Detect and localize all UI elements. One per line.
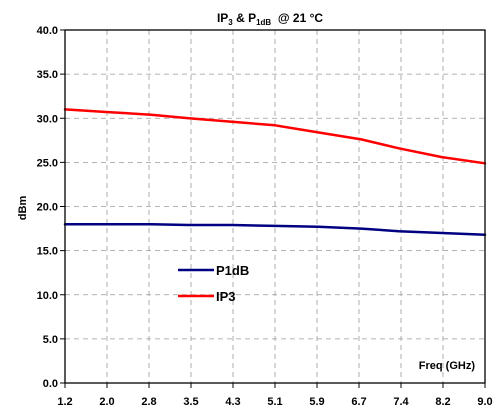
- x-tick-label: 4.3: [225, 396, 240, 408]
- grid: [65, 30, 485, 383]
- legend-label-p1db: P1dB: [216, 263, 249, 278]
- y-tick-label: 20.0: [37, 202, 58, 214]
- x-tick-label: 8.2: [435, 396, 450, 408]
- series-line-ip3: [63, 108, 487, 165]
- x-axis: 1.2 2.0 2.8 3.5 4.3 5.1 5.9 6.7 7.4 8.2 9.0: [57, 383, 493, 408]
- x-tick-label: 9.0: [477, 396, 492, 408]
- chart-title: IP3 & P1dB @ 21 °C: [217, 11, 323, 27]
- x-axis-title: Freq (GHz): [419, 360, 476, 372]
- x-tick-label: 3.5: [183, 396, 198, 408]
- y-axis-title: dBm: [17, 196, 29, 221]
- y-tick-label: 0.0: [43, 378, 58, 390]
- x-tick-label: 7.4: [393, 396, 409, 408]
- series-layer: [63, 108, 487, 236]
- y-tick-label: 30.0: [37, 113, 58, 125]
- y-tick-label: 35.0: [37, 69, 58, 81]
- x-tick-label: 2.8: [141, 396, 156, 408]
- legend-label-ip3: IP3: [216, 289, 236, 304]
- y-tick-label: 25.0: [37, 157, 58, 169]
- legend: P1dB IP3: [178, 263, 249, 304]
- x-tick-label: 2.0: [99, 396, 114, 408]
- y-tick-label: 15.0: [37, 246, 58, 258]
- y-axis: 0.0 5.0 10.0 15.0 20.0 25.0 30.0 35.0 40.0: [37, 25, 65, 390]
- y-tick-label: 5.0: [43, 334, 58, 346]
- y-tick-label: 40.0: [37, 25, 58, 37]
- series-line-p1db: [63, 222, 487, 236]
- x-tick-label: 1.2: [57, 396, 72, 408]
- x-tick-label: 5.1: [267, 396, 282, 408]
- x-tick-label: 6.7: [351, 396, 366, 408]
- plot-frame: [64, 29, 486, 384]
- y-tick-label: 10.0: [37, 290, 58, 302]
- x-tick-label: 5.9: [309, 396, 324, 408]
